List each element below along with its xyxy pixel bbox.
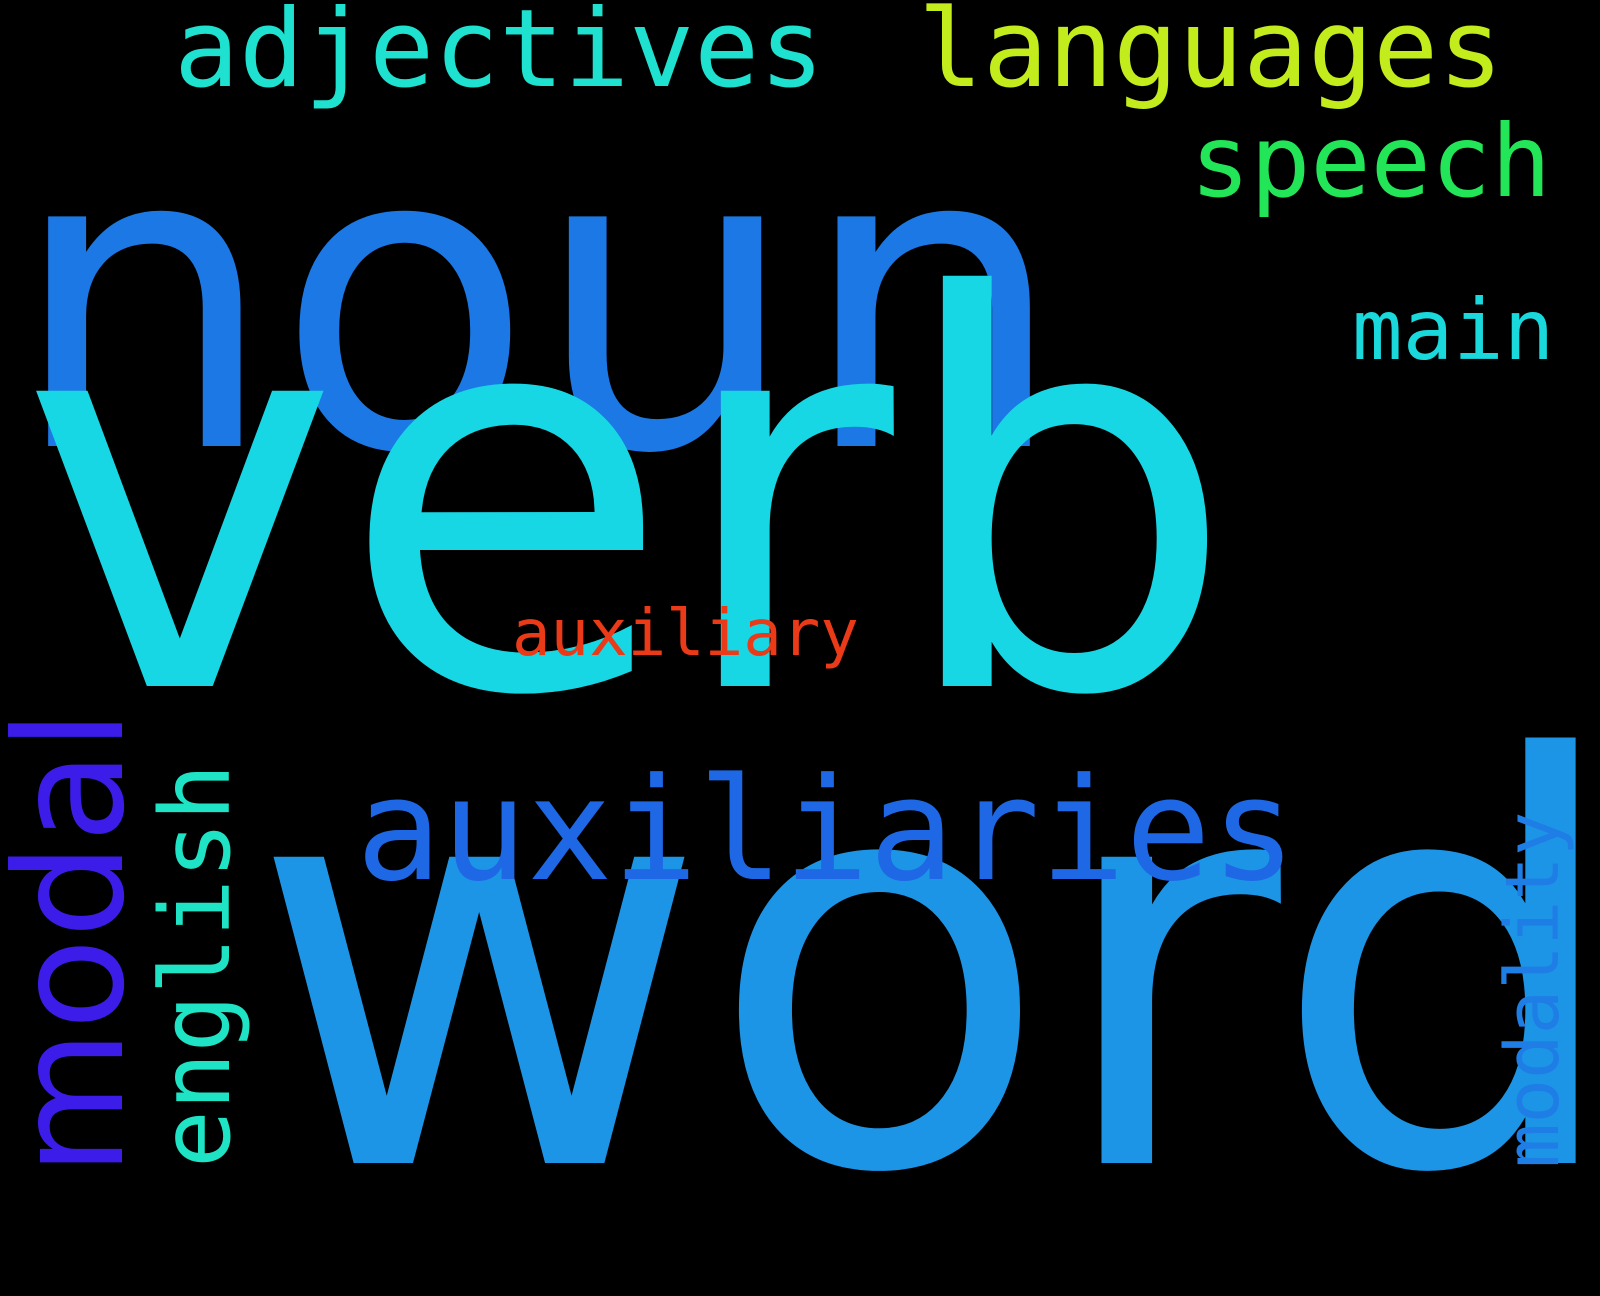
word-modality: modality: [1490, 811, 1576, 1168]
word-languages: languages: [918, 0, 1504, 112]
word-noun: noun: [10, 57, 1066, 546]
word-modal: modal: [0, 709, 158, 1176]
word-main: main: [1352, 281, 1555, 379]
word-word: word: [250, 644, 1600, 1296]
word-english: english: [140, 763, 252, 1168]
word-auxiliary: auxiliary: [512, 597, 859, 671]
word-auxiliaries: auxiliaries: [356, 748, 1297, 913]
word-cloud: noun verb word adjectives languages spee…: [0, 0, 1600, 1250]
word-adjectives: adjectives: [174, 0, 825, 112]
word-verb: verb: [20, 186, 1237, 814]
word-speech: speech: [1190, 103, 1552, 220]
